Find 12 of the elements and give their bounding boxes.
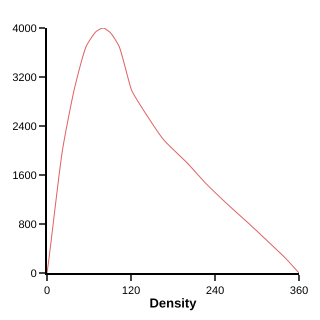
y-tick-label: 0	[30, 268, 37, 280]
y-tick-label: 800	[18, 218, 37, 231]
y-tick-label: 2400	[12, 120, 37, 133]
x-tick-label: 120	[122, 285, 140, 298]
x-axis-title: Density	[150, 295, 198, 310]
x-tick-label: 360	[290, 285, 308, 298]
y-tick-label: 1600	[12, 170, 37, 182]
x-tick-label: 240	[206, 285, 224, 298]
y-tick-label: 4000	[12, 22, 37, 35]
line-series	[47, 28, 299, 273]
x-tick-label: 0	[44, 285, 50, 298]
y-tick-label: 3200	[12, 72, 37, 84]
